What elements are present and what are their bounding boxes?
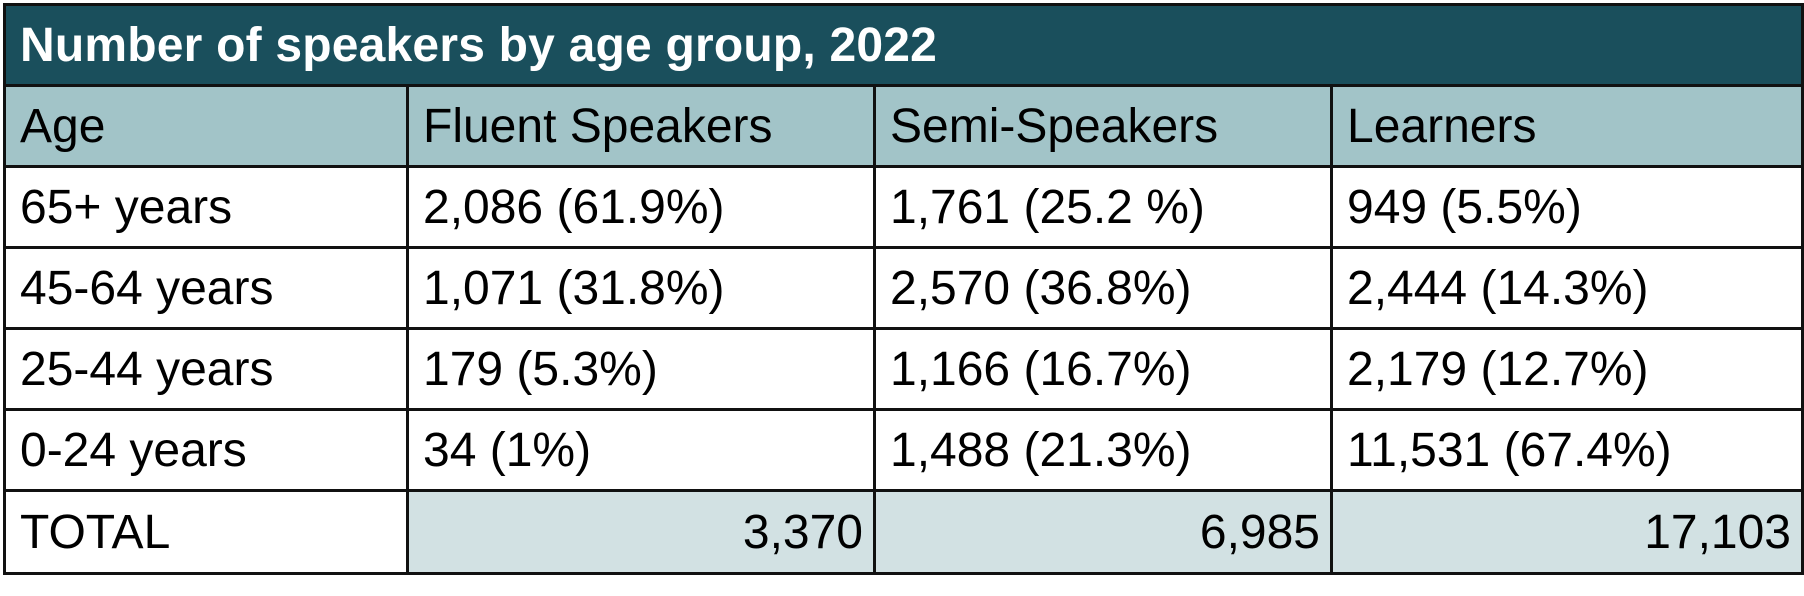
fluent-speakers-cell: 34 (1%) bbox=[406, 408, 876, 492]
fluent-speakers-cell: 2,086 (61.9%) bbox=[406, 165, 876, 249]
table-row: 45-64 years 1,071 (31.8%) 2,570 (36.8%) … bbox=[3, 246, 1804, 330]
speakers-table-container: Number of speakers by age group, 2022 Ag… bbox=[3, 3, 1804, 593]
semi-speakers-cell: 1,488 (21.3%) bbox=[873, 408, 1333, 492]
table-row: 0-24 years 34 (1%) 1,488 (21.3%) 11,531 … bbox=[3, 408, 1804, 492]
table-title-row: Number of speakers by age group, 2022 bbox=[3, 3, 1804, 87]
total-learners: 17,103 bbox=[1330, 489, 1804, 575]
column-header-fluent-speakers: Fluent Speakers bbox=[406, 84, 876, 168]
table-row: 25-44 years 179 (5.3%) 1,166 (16.7%) 2,1… bbox=[3, 327, 1804, 411]
column-header-semi-speakers: Semi-Speakers bbox=[873, 84, 1333, 168]
semi-speakers-cell: 1,166 (16.7%) bbox=[873, 327, 1333, 411]
total-fluent-speakers: 3,370 bbox=[406, 489, 876, 575]
learners-cell: 11,531 (67.4%) bbox=[1330, 408, 1804, 492]
fluent-speakers-cell: 1,071 (31.8%) bbox=[406, 246, 876, 330]
table-row: 65+ years 2,086 (61.9%) 1,761 (25.2 %) 9… bbox=[3, 165, 1804, 249]
age-cell: 25-44 years bbox=[3, 327, 409, 411]
semi-speakers-cell: 2,570 (36.8%) bbox=[873, 246, 1333, 330]
age-cell: 0-24 years bbox=[3, 408, 409, 492]
total-row: TOTAL 3,370 6,985 17,103 bbox=[3, 489, 1804, 575]
learners-cell: 2,179 (12.7%) bbox=[1330, 327, 1804, 411]
column-header-learners: Learners bbox=[1330, 84, 1804, 168]
learners-cell: 949 (5.5%) bbox=[1330, 165, 1804, 249]
semi-speakers-cell: 1,761 (25.2 %) bbox=[873, 165, 1333, 249]
learners-cell: 2,444 (14.3%) bbox=[1330, 246, 1804, 330]
total-label: TOTAL bbox=[3, 489, 409, 575]
age-cell: 45-64 years bbox=[3, 246, 409, 330]
table-title: Number of speakers by age group, 2022 bbox=[3, 3, 1804, 87]
speakers-table: Number of speakers by age group, 2022 Ag… bbox=[3, 3, 1804, 575]
total-semi-speakers: 6,985 bbox=[873, 489, 1333, 575]
column-header-age: Age bbox=[3, 84, 409, 168]
fluent-speakers-cell: 179 (5.3%) bbox=[406, 327, 876, 411]
age-cell: 65+ years bbox=[3, 165, 409, 249]
table-header-row: Age Fluent Speakers Semi-Speakers Learne… bbox=[3, 84, 1804, 168]
